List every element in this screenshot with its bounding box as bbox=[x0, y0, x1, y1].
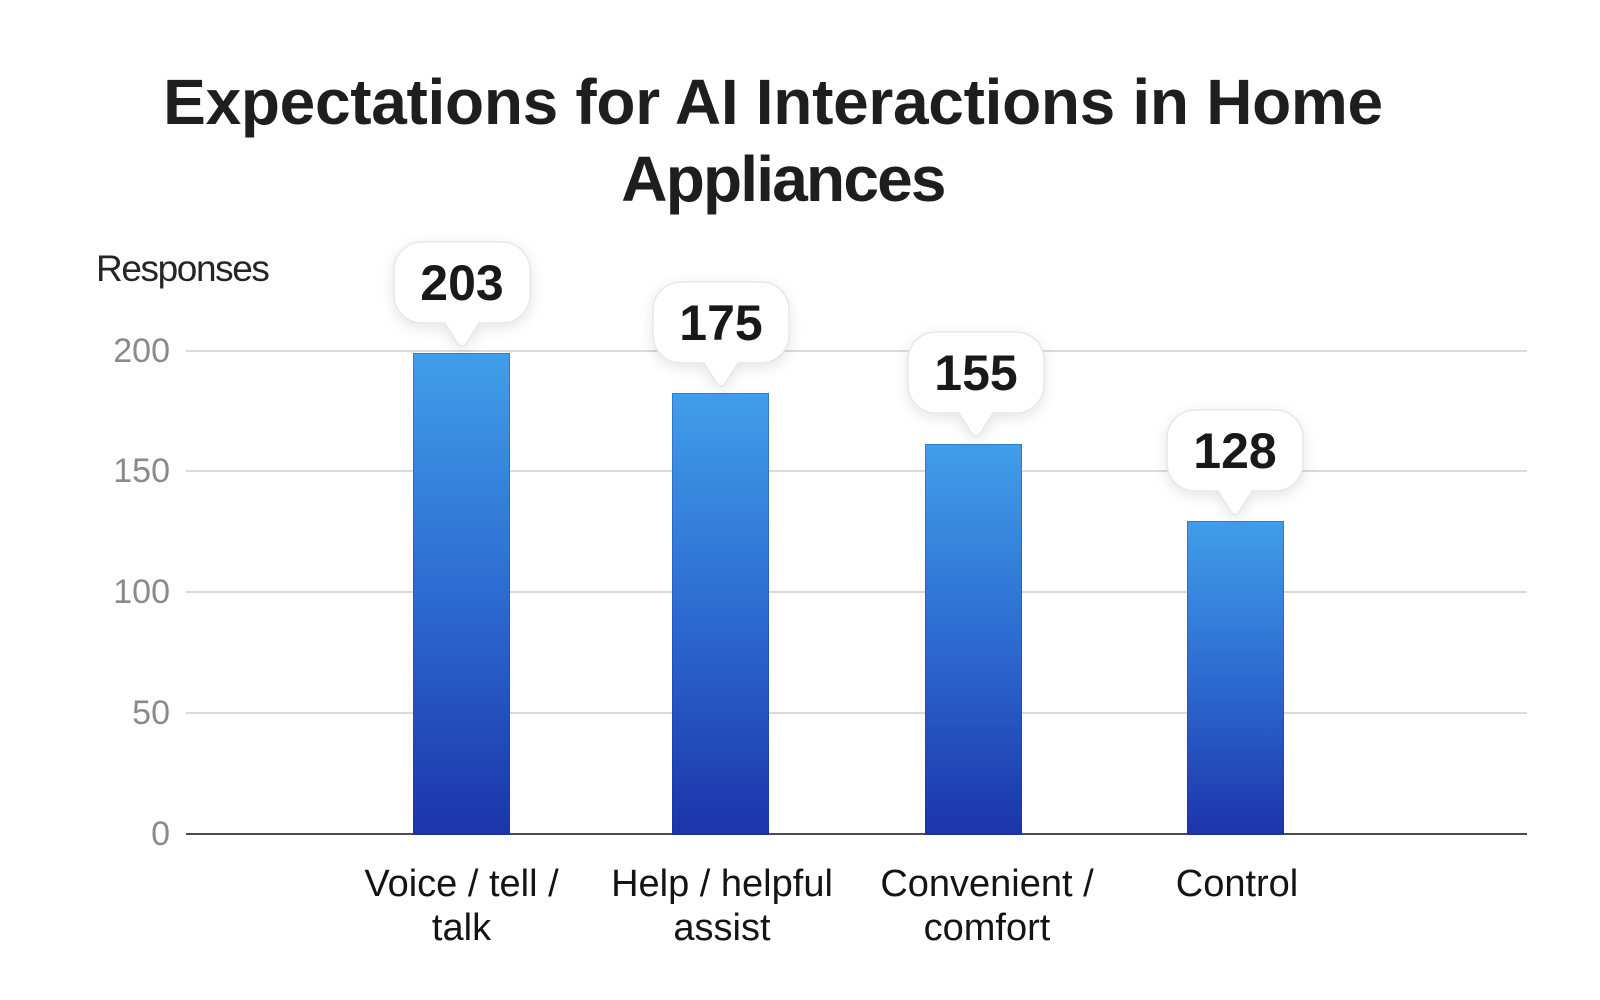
svg-text:203: 203 bbox=[420, 255, 503, 311]
svg-text:175: 175 bbox=[679, 295, 762, 351]
svg-text:128: 128 bbox=[1193, 423, 1276, 479]
svg-text:155: 155 bbox=[934, 345, 1017, 401]
